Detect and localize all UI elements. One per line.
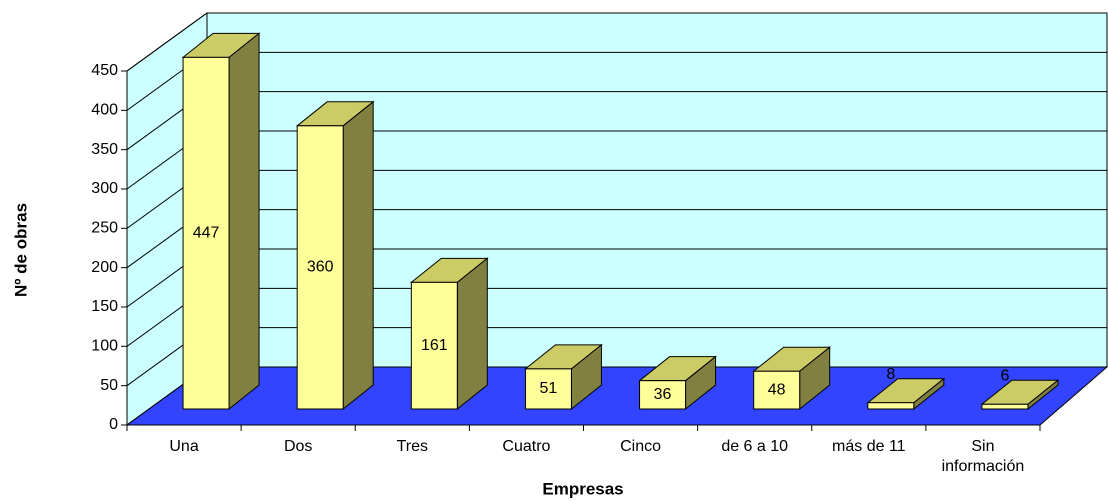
x-tick-label: Dos	[284, 438, 312, 455]
bar-front	[410, 281, 458, 410]
bar	[524, 343, 603, 411]
y-tick-label: 300	[91, 180, 118, 197]
value-label: 6	[1000, 367, 1009, 384]
bar	[409, 257, 489, 411]
y-tick-label: 400	[91, 102, 118, 119]
bar	[638, 355, 717, 411]
y-tick-label: 350	[91, 141, 118, 158]
bar-front	[867, 402, 915, 410]
x-tick-label: Sin información	[942, 438, 1025, 475]
bar-front	[182, 56, 230, 410]
x-axis-title: Empresas	[542, 479, 623, 498]
bar-front	[981, 403, 1029, 410]
bar-side	[456, 257, 488, 411]
value-label: 51	[540, 380, 558, 397]
x-tick-label: Una	[169, 438, 198, 455]
bar-side	[228, 32, 260, 411]
y-tick-label: 150	[91, 298, 118, 315]
y-tick-label: 200	[91, 259, 118, 276]
y-tick-label: 0	[109, 416, 118, 433]
y-tick-label: 100	[91, 338, 118, 355]
bar-front	[296, 125, 344, 410]
y-axis-title: Nº de obras	[11, 203, 30, 297]
value-label: 36	[654, 386, 672, 403]
x-tick-label: Tres	[397, 438, 428, 455]
value-label: 8	[886, 366, 895, 383]
x-tick-label: Cuatro	[502, 438, 550, 455]
y-tick-label: 50	[100, 377, 118, 394]
x-tick-label: más de 11	[832, 438, 906, 455]
bar	[866, 377, 946, 411]
floor	[125, 366, 1108, 426]
value-label: 161	[421, 337, 448, 354]
value-label: 48	[768, 381, 786, 398]
bar	[980, 379, 1060, 411]
bar-front	[753, 370, 801, 410]
bar	[181, 32, 261, 411]
bar-front	[524, 368, 572, 410]
bar-side	[342, 100, 374, 411]
bar	[752, 346, 832, 411]
bar-front	[639, 380, 687, 410]
y-tick-label: 250	[91, 220, 118, 237]
value-label: 360	[307, 259, 334, 276]
x-tick-label: Cinco	[620, 438, 661, 455]
x-tick-label: de 6 a 10	[721, 438, 788, 455]
grid-line	[126, 12, 1107, 72]
bar	[295, 100, 375, 411]
y-tick-label: 450	[91, 62, 118, 79]
value-label: 447	[193, 224, 220, 241]
